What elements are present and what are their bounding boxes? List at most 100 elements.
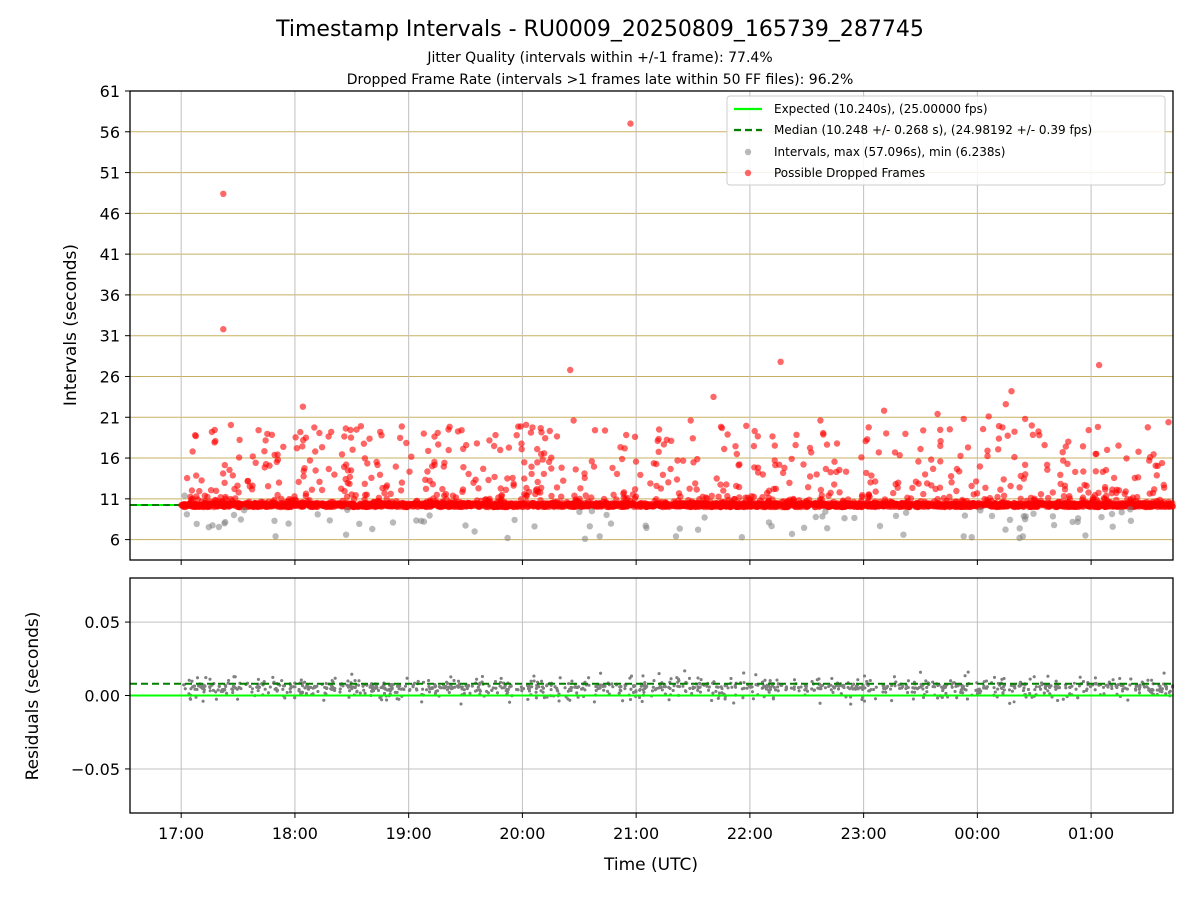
dropped-frame-point	[1035, 428, 1042, 435]
dropped-frame-point	[823, 441, 831, 448]
dropped-frame-point	[1160, 481, 1168, 489]
residual-point	[669, 677, 673, 681]
dropped-frame-point	[1045, 494, 1052, 502]
dropped-frame-point	[377, 428, 384, 436]
dropped-frame-point	[949, 498, 957, 506]
dropped-frame-point	[792, 441, 799, 449]
dropped-frame-point	[724, 431, 731, 438]
chart-subtitle-jitter: Jitter Quality (intervals within +/-1 fr…	[426, 50, 772, 66]
dropped-frame-point	[497, 446, 504, 454]
residual-point	[1046, 674, 1050, 678]
dropped-frame-point	[431, 458, 438, 466]
dropped-frame-point	[891, 449, 899, 456]
dropped-frame-point	[370, 498, 378, 506]
intervals-x-ticks	[180, 560, 1092, 565]
dropped-frame-point	[271, 496, 278, 503]
interval-point	[1082, 532, 1089, 539]
dropped-frame-point	[923, 480, 931, 487]
dropped-frame-point	[690, 459, 697, 466]
dropped-frame-point	[262, 437, 269, 444]
dropped-frame-point	[781, 464, 788, 471]
dropped-frame-point	[827, 469, 834, 476]
dropped-frame-point	[504, 475, 511, 482]
residual-point	[338, 687, 342, 691]
dropped-frame-point	[948, 479, 955, 486]
dropped-frame-point	[915, 458, 922, 465]
residual-point	[729, 677, 733, 680]
interval-point	[420, 518, 428, 525]
dropped-frame-point	[235, 454, 243, 461]
dropped-frame-point	[420, 430, 427, 437]
dropped-frame-point	[300, 437, 307, 444]
residual-point	[763, 678, 767, 682]
interval-point	[272, 533, 279, 540]
dropped-frame-point	[492, 431, 499, 439]
dropped-frame-point	[343, 461, 350, 468]
residual-point	[993, 690, 997, 694]
interval-point	[285, 520, 292, 527]
dropped-frame-point	[976, 463, 984, 470]
dropped-frame-point	[249, 453, 256, 460]
dropped-frame-point	[937, 458, 944, 465]
residual-point	[348, 689, 351, 693]
dropped-frame-point	[368, 474, 375, 481]
dropped-frame-point	[577, 485, 584, 492]
dropped-frame-point	[518, 440, 525, 447]
dropped-frame-point	[756, 497, 764, 504]
dropped-frame-point	[931, 498, 938, 505]
dropped-frame-point	[1126, 498, 1134, 505]
dropped-frame-point	[570, 417, 577, 424]
interval-point	[596, 533, 603, 540]
dropped-frame-point	[316, 478, 323, 485]
dropped-frame-point	[637, 471, 644, 479]
dropped-frame-point	[228, 497, 236, 504]
dropped-frame-point	[928, 456, 935, 463]
residual-point	[1093, 688, 1097, 692]
dropped-frame-point	[872, 488, 879, 495]
interval-point	[314, 511, 321, 518]
dropped-frame-point	[736, 494, 743, 501]
dropped-frame-point	[460, 464, 467, 471]
dropped-frame-point	[424, 468, 431, 475]
dropped-frame-point	[344, 467, 352, 474]
dropped-frame-point	[545, 458, 553, 466]
dropped-frame-point	[732, 443, 739, 450]
interval-point	[1002, 526, 1009, 533]
residual-point	[742, 681, 746, 685]
residual-point	[338, 690, 342, 694]
dropped-frame-point	[262, 460, 270, 468]
dropped-frame-point	[192, 432, 199, 440]
dropped-frame-point	[793, 431, 800, 438]
dropped-frame-point	[541, 450, 548, 457]
residual-point	[732, 701, 736, 705]
dropped-frame-point	[622, 495, 629, 502]
interval-point	[1127, 517, 1135, 524]
dropped-frame-point	[341, 433, 348, 440]
residual-point	[508, 700, 512, 704]
dropped-frame-point	[631, 486, 639, 493]
residual-point	[955, 696, 959, 700]
dropped-frame-point	[618, 455, 626, 463]
interval-point	[603, 511, 610, 519]
dropped-frame-point	[301, 465, 308, 472]
interval-point	[892, 512, 900, 520]
dropped-frame-point	[252, 459, 259, 466]
dropped-frame-point	[522, 421, 530, 428]
dropped-frame-point	[312, 448, 319, 455]
dropped-frame-point	[689, 435, 696, 442]
dropped-frame-point	[994, 493, 1001, 501]
dropped-frame-point	[387, 490, 394, 497]
dropped-frame-point	[803, 497, 810, 505]
residual-point	[1000, 677, 1004, 681]
interval-point	[694, 526, 702, 533]
residual-point	[792, 685, 796, 689]
dropped-frame-point	[244, 478, 251, 485]
interval-point	[1050, 521, 1058, 529]
intervals-y-tick-label: 21	[100, 408, 120, 427]
residual-point	[684, 690, 688, 693]
dropped-frame-point	[772, 461, 779, 469]
dropped-frame-point	[1037, 497, 1044, 504]
dropped-frame-point	[1030, 496, 1038, 504]
dropped-frame-point	[1028, 422, 1036, 429]
dropped-frame-point	[937, 437, 944, 445]
